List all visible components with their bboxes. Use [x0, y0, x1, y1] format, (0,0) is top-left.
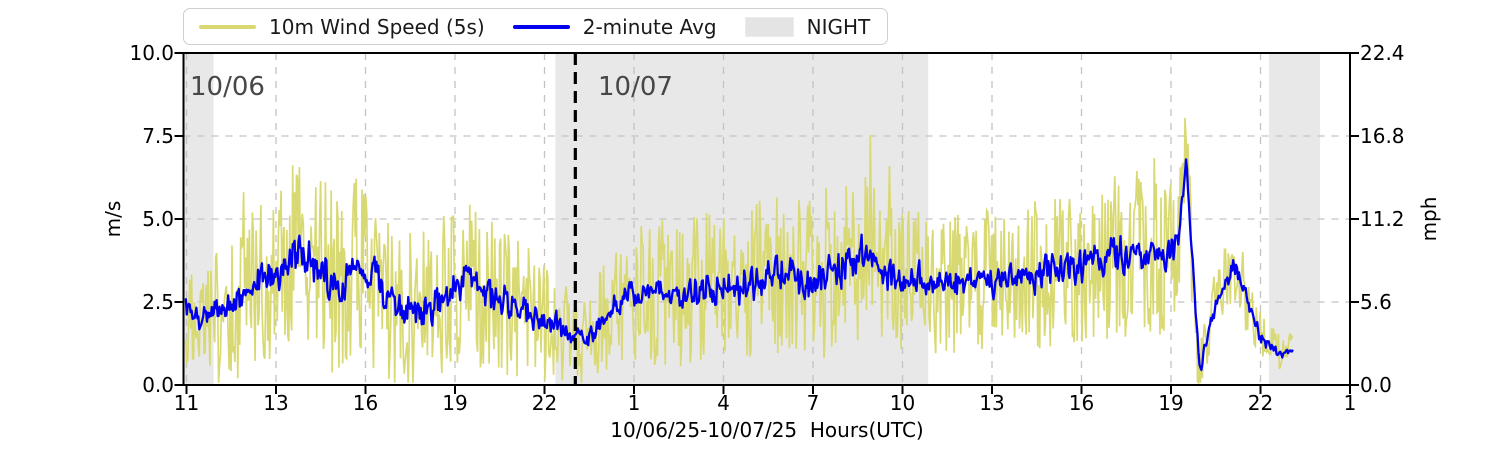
night-patch-swatch-icon	[744, 16, 794, 37]
svg-text:11.2: 11.2	[1360, 207, 1405, 231]
gust-line-swatch-icon	[199, 24, 256, 29]
legend-item-gust: 10m Wind Speed (5s)	[199, 15, 513, 39]
legend-label-night: NIGHT	[806, 14, 871, 39]
avg-series-path	[184, 158, 1294, 372]
y-axis-tick-labels-left: 0.0 2.5 5.0 7.5 10.0	[129, 41, 174, 397]
legend-label-avg: 2-minute Avg	[582, 14, 717, 39]
legend-label-gust: 10m Wind Speed (5s)	[269, 14, 485, 39]
y-axis-label-right: mph	[1417, 196, 1441, 242]
svg-text:10: 10	[890, 391, 915, 415]
svg-text:1: 1	[628, 391, 641, 415]
svg-text:16: 16	[353, 391, 378, 415]
svg-text:11: 11	[174, 391, 199, 415]
svg-text:13: 13	[979, 391, 1004, 415]
svg-text:19: 19	[442, 391, 467, 415]
legend-item-night: NIGHT	[744, 14, 871, 39]
avg-line-swatch-icon	[512, 24, 570, 29]
x-axis-label: 10/06/25-10/07/25 Hours(UTC)	[610, 418, 924, 442]
legend-item-avg: 2-minute Avg	[512, 14, 745, 39]
svg-text:22.4: 22.4	[1360, 41, 1405, 65]
svg-text:0.0: 0.0	[1360, 373, 1392, 397]
svg-text:13: 13	[263, 391, 288, 415]
svg-text:16.8: 16.8	[1360, 124, 1405, 148]
svg-text:22: 22	[532, 391, 557, 415]
x-axis-tick-labels: 11 13 16 19 22 1 4 7 10 13 16 19 22 1	[174, 391, 1357, 415]
date-annotation-1006: 10/06	[190, 72, 265, 102]
y-axis-label-left: m/s	[101, 200, 125, 238]
svg-text:2.5: 2.5	[142, 290, 174, 314]
svg-text:10.0: 10.0	[129, 41, 174, 65]
svg-text:4: 4	[717, 391, 730, 415]
axis-tick-marks	[174, 52, 1359, 394]
svg-text:5.6: 5.6	[1360, 290, 1392, 314]
svg-text:1: 1	[1344, 391, 1357, 415]
svg-text:5.0: 5.0	[142, 207, 174, 231]
svg-text:16: 16	[1069, 391, 1094, 415]
svg-text:19: 19	[1158, 391, 1183, 415]
svg-text:7: 7	[807, 391, 820, 415]
y-axis-tick-labels-right: 0.0 5.6 11.2 16.8 22.4	[1360, 41, 1405, 397]
svg-text:7.5: 7.5	[142, 124, 174, 148]
date-annotation-1007: 10/07	[598, 72, 673, 102]
chart-legend: 10m Wind Speed (5s) 2-minute Avg NIGHT	[183, 8, 888, 45]
svg-text:22: 22	[1248, 391, 1273, 415]
svg-text:0.0: 0.0	[142, 373, 174, 397]
